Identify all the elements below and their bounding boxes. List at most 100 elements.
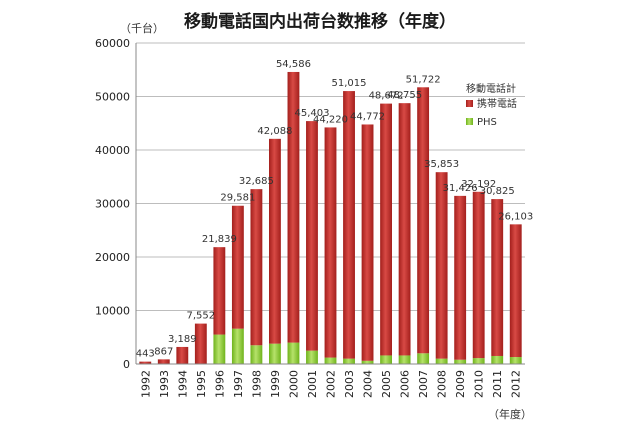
axes — [135, 43, 525, 365]
bar-phs — [398, 355, 411, 364]
data-label: 45,403 — [294, 108, 329, 119]
bar-phs — [213, 334, 226, 364]
x-tick-label: 2006 — [399, 370, 412, 398]
bar-keitai — [509, 224, 522, 358]
y-axis-ticks: 0 10000 20000 30000 40000 50000 60000 — [95, 37, 130, 371]
bar-phs — [287, 342, 300, 364]
x-tick-label: 2001 — [306, 370, 319, 398]
x-tick-label: 2002 — [325, 370, 338, 398]
x-tick-label: 2010 — [473, 370, 486, 398]
x-tick-label: 2005 — [380, 370, 393, 398]
data-label: 44,220 — [313, 114, 348, 125]
data-label: 51,015 — [332, 78, 367, 89]
x-tick-label: 1999 — [269, 370, 282, 398]
data-label: 48,755 — [387, 90, 422, 101]
x-tick-label: 1997 — [232, 370, 245, 398]
bar-phs — [417, 353, 430, 364]
bar-phs — [269, 343, 281, 364]
data-label: 32,192 — [461, 179, 496, 190]
x-tick-label: 2009 — [454, 370, 467, 398]
data-label: 32,685 — [239, 176, 274, 187]
x-tick-label: 2008 — [436, 370, 449, 398]
data-label: 51,722 — [406, 74, 441, 85]
bar-keitai — [287, 71, 300, 343]
data-label: 35,853 — [424, 159, 459, 170]
bar-keitai — [343, 91, 355, 359]
bar-keitai — [194, 323, 207, 364]
y-tick-label: 10000 — [95, 305, 130, 318]
bar-phs — [491, 355, 504, 364]
bar-phs — [361, 360, 374, 364]
bar-phs — [509, 357, 522, 364]
bar-phs — [380, 355, 392, 364]
data-label: 443 — [136, 349, 155, 360]
x-tick-label: 1995 — [195, 370, 208, 398]
x-tick-label: 2000 — [287, 370, 300, 398]
bar-phs — [472, 358, 485, 364]
legend-label-keitai: 携帯電話 — [477, 97, 517, 110]
bar-phs — [324, 357, 337, 364]
legend-swatch-phs — [466, 118, 473, 125]
bar-keitai — [380, 103, 392, 356]
x-tick-label: 1996 — [213, 370, 226, 398]
bar-keitai — [435, 172, 448, 359]
x-tick-label: 1994 — [176, 370, 189, 398]
data-label: 31,426 — [443, 183, 478, 194]
bar-keitai — [269, 138, 281, 344]
data-label: 30,825 — [480, 186, 515, 197]
y-tick-label: 30000 — [95, 198, 130, 211]
x-tick-label: 2012 — [510, 370, 523, 398]
x-tick-label: 2004 — [362, 370, 375, 398]
chart-title: 移動電話国内出荷台数推移（年度） — [184, 11, 456, 32]
bar-phs — [435, 358, 448, 364]
legend-title: 移動電話計 — [466, 82, 516, 95]
y-tick-label: 40000 — [95, 144, 130, 157]
data-label: 42,088 — [257, 126, 292, 137]
x-tick-label: 1992 — [139, 370, 152, 398]
y-tick-label: 0 — [123, 358, 130, 371]
data-label: 3,189 — [168, 334, 197, 345]
data-label: 867 — [154, 346, 173, 357]
bar-keitai — [491, 199, 504, 356]
bar-keitai — [306, 121, 318, 351]
x-tick-label: 1998 — [250, 370, 263, 398]
data-label: 48,672 — [369, 91, 404, 102]
y-tick-label: 50000 — [95, 91, 130, 104]
bar-phs — [306, 350, 318, 364]
y-unit-label: （千台） — [120, 21, 164, 35]
bar-keitai — [157, 359, 170, 364]
bar-keitai — [398, 103, 411, 356]
legend-swatch-keitai — [466, 100, 473, 107]
bar-keitai — [213, 247, 226, 335]
legend: 移動電話計 携帯電話 PHS — [466, 82, 517, 128]
bar-keitai — [139, 361, 152, 364]
x-tick-label: 2011 — [491, 370, 504, 398]
bars — [139, 71, 522, 364]
bar-keitai — [250, 189, 263, 346]
data-label: 29,581 — [220, 193, 255, 204]
bar-keitai — [454, 195, 467, 360]
x-tick-label: 2007 — [417, 370, 430, 398]
bar-phs — [343, 358, 355, 364]
x-tick-label: 2003 — [343, 370, 356, 398]
bar-keitai — [176, 346, 189, 364]
y-tick-label: 60000 — [95, 37, 130, 50]
data-label: 21,839 — [202, 234, 237, 245]
data-label: 7,552 — [187, 311, 216, 322]
legend-label-phs: PHS — [477, 117, 497, 128]
bar-phs — [250, 345, 263, 364]
bar-keitai — [417, 87, 430, 354]
y-tick-label: 20000 — [95, 251, 130, 264]
x-tick-label: 1993 — [158, 370, 171, 398]
bar-keitai — [361, 124, 374, 361]
bar-keitai — [472, 191, 485, 359]
bar-keitai — [231, 205, 244, 329]
bar-keitai — [324, 127, 337, 358]
x-axis-label: （年度） — [488, 407, 532, 421]
data-label: 54,586 — [276, 59, 311, 70]
bar-phs — [454, 359, 467, 364]
x-axis-ticks: 1992 1993 1994 1995 1996 1997 1998 1999 2000 2001… — [139, 370, 522, 398]
data-label: 44,772 — [350, 111, 385, 122]
